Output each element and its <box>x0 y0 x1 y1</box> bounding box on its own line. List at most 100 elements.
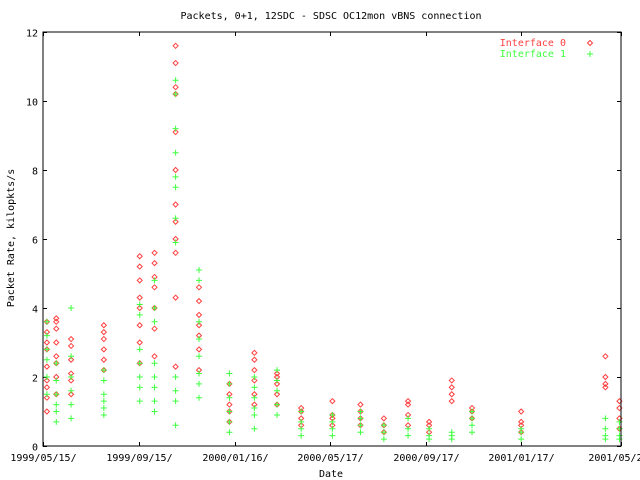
legend-symbol-diamond <box>586 39 594 47</box>
data-point <box>136 253 143 260</box>
data-point <box>196 318 203 325</box>
data-point <box>43 408 51 415</box>
data-point <box>136 339 143 346</box>
data-point <box>329 432 336 439</box>
data-point <box>53 318 60 326</box>
data-point <box>380 415 388 422</box>
data-point <box>53 315 60 322</box>
data-point <box>357 415 364 422</box>
data-point <box>68 374 75 380</box>
data-point <box>602 353 609 360</box>
legend-label-interface-0: Interface 0 <box>500 38 566 49</box>
x-tick-label: 1999/09/15/ <box>106 453 172 464</box>
data-point <box>151 305 158 311</box>
data-point <box>151 408 158 415</box>
data-point <box>196 353 203 360</box>
data-point <box>100 335 108 343</box>
data-point <box>172 59 179 67</box>
data-point <box>172 77 179 84</box>
data-point <box>274 411 281 418</box>
data-point <box>151 398 158 405</box>
y-tick-label: 0 <box>32 443 38 454</box>
data-point <box>251 405 258 412</box>
data-point <box>226 429 233 436</box>
data-point <box>602 432 609 439</box>
data-point <box>151 360 158 367</box>
data-point <box>226 380 233 387</box>
data-point <box>357 401 364 408</box>
data-point <box>226 408 233 415</box>
legend-marker-interface-0 <box>586 39 594 47</box>
legend-symbol-plus <box>587 51 593 57</box>
legend-marker-interface-1 <box>587 51 593 57</box>
data-point <box>329 425 336 432</box>
data-point <box>298 418 305 425</box>
data-point <box>602 384 609 391</box>
data-point <box>43 346 50 353</box>
data-point <box>357 429 364 436</box>
data-point <box>151 325 158 332</box>
data-point <box>100 322 108 329</box>
data-point <box>100 377 107 384</box>
data-point <box>172 149 179 156</box>
data-point <box>172 294 179 301</box>
data-point <box>43 356 50 363</box>
data-point <box>151 249 158 257</box>
data-point <box>329 418 336 425</box>
data-point <box>274 387 281 394</box>
data-point <box>405 425 412 432</box>
data-point <box>273 370 281 377</box>
data-point <box>151 353 158 360</box>
data-point <box>43 374 50 380</box>
data-point <box>357 422 364 429</box>
data-point <box>448 397 455 405</box>
data-point <box>68 305 75 311</box>
data-point <box>43 384 51 391</box>
data-point <box>273 391 281 398</box>
y-tick-label: 6 <box>32 236 38 247</box>
data-point <box>43 332 50 339</box>
data-point <box>357 408 364 415</box>
data-point <box>136 294 143 301</box>
y-tick-label: 2 <box>32 374 38 385</box>
data-point <box>196 370 203 377</box>
data-point <box>68 401 75 408</box>
data-point <box>172 398 179 405</box>
x-tick-label: 2001/05/25/ <box>588 453 640 464</box>
data-point <box>329 411 336 418</box>
data-point <box>172 173 179 180</box>
data-point <box>380 429 387 436</box>
data-point <box>518 425 525 432</box>
data-point <box>172 239 179 246</box>
data-point <box>68 387 75 394</box>
y-axis-label: Packet Rate, kilopkts/s <box>6 169 17 307</box>
data-point <box>136 301 143 308</box>
data-point <box>43 318 50 325</box>
data-point <box>67 342 75 350</box>
data-point <box>251 356 258 363</box>
data-point <box>251 425 258 432</box>
data-point <box>151 318 158 325</box>
data-point <box>68 415 75 422</box>
data-point <box>53 418 60 425</box>
data-point <box>426 432 433 439</box>
data-point <box>404 401 412 408</box>
data-point <box>172 374 179 380</box>
y-tick-label: 4 <box>32 305 38 316</box>
data-point <box>251 377 258 384</box>
data-point <box>151 384 158 391</box>
data-point <box>136 311 143 318</box>
x-tick-label: 2000/09/17/ <box>393 453 459 464</box>
data-point <box>100 391 107 398</box>
data-point <box>100 367 107 374</box>
data-point <box>136 346 143 353</box>
data-point <box>405 432 412 439</box>
data-point <box>43 363 51 370</box>
data-point <box>100 328 108 336</box>
data-point <box>469 422 476 429</box>
data-point <box>518 436 525 443</box>
axis-ticks: 0 2 4 6 8 10 12 1999/05/15/1999/09/15/2000/01/1… <box>10 29 640 465</box>
data-point <box>274 401 281 408</box>
data-point <box>195 311 203 319</box>
